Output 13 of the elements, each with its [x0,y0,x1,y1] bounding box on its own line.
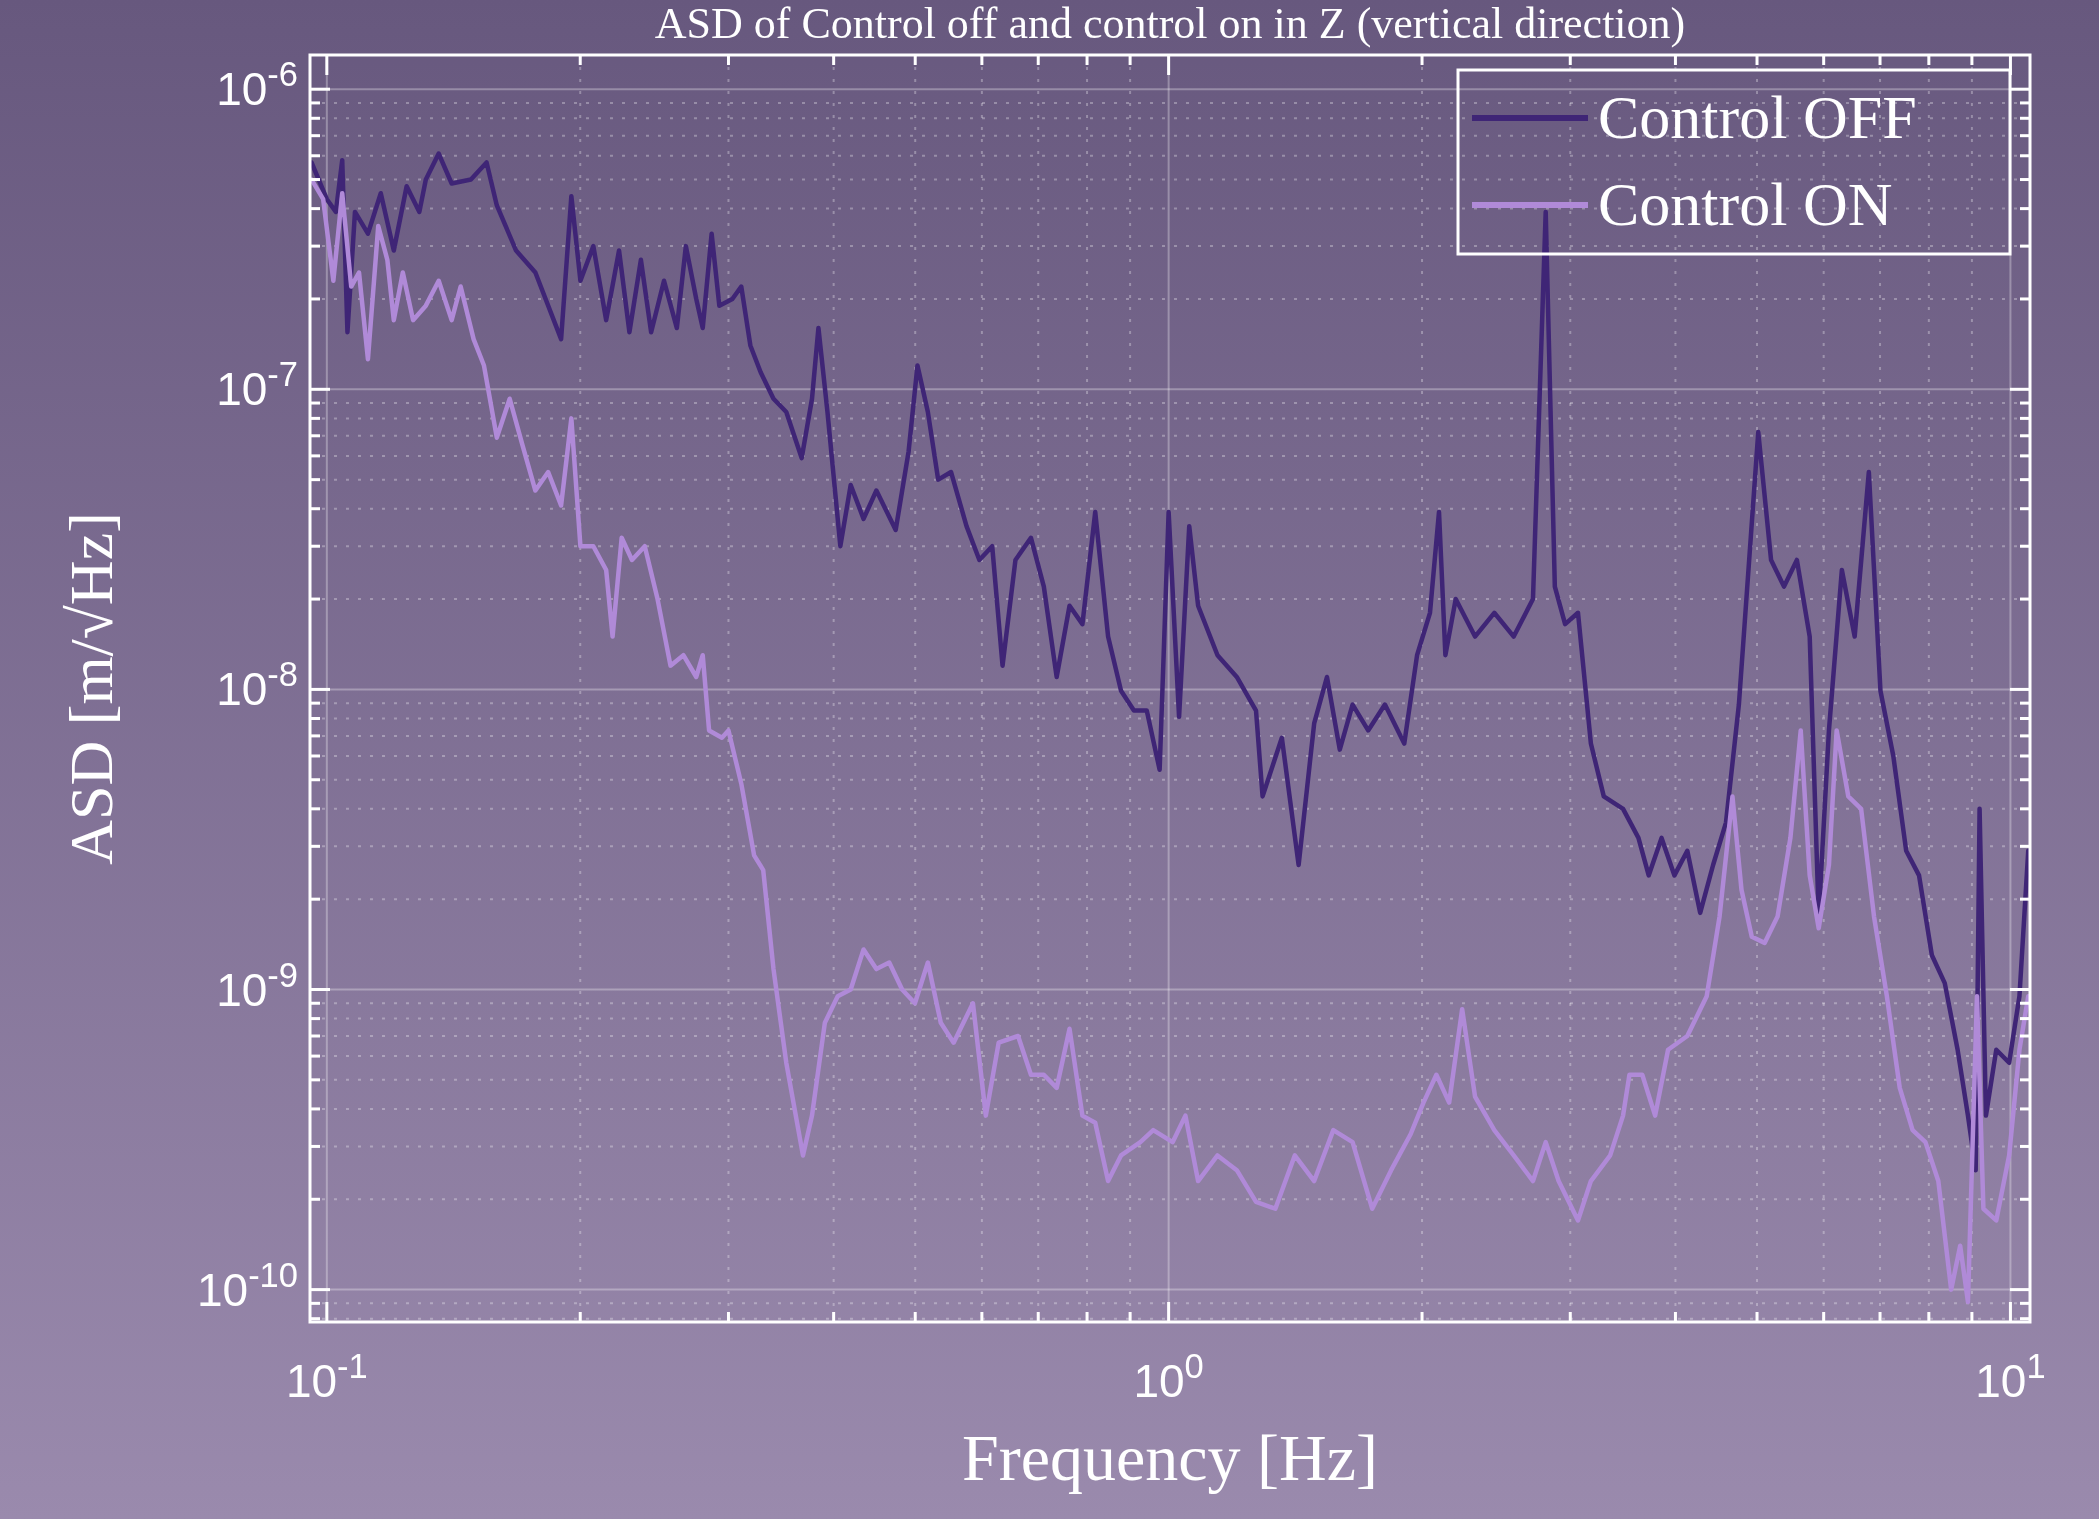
x-tick-label: 10$^{0}$ [1133,1347,1204,1407]
chart-title: ASD of Control off and control on in Z (vertical direction) [654,0,1686,48]
y-axis-title: ASD [m/√Hz] [57,512,125,865]
legend-label: Control ON [1598,170,1893,238]
y-tick-label: 10$^{-8}$ [216,655,298,716]
y-tick-label: 10$^{-9}$ [216,955,298,1016]
x-tick-label: 10$^{1}$ [1975,1347,2046,1407]
x-axis-title: Frequency [Hz] [962,1421,1378,1494]
legend-label: Control OFF [1598,83,1917,151]
x-tick-label: 10$^{-1}$ [285,1347,368,1407]
y-tick-label: 10$^{-6}$ [216,55,298,116]
y-tick-label: 10$^{-10}$ [196,1255,298,1316]
y-tick-label: 10$^{-7}$ [216,355,298,416]
